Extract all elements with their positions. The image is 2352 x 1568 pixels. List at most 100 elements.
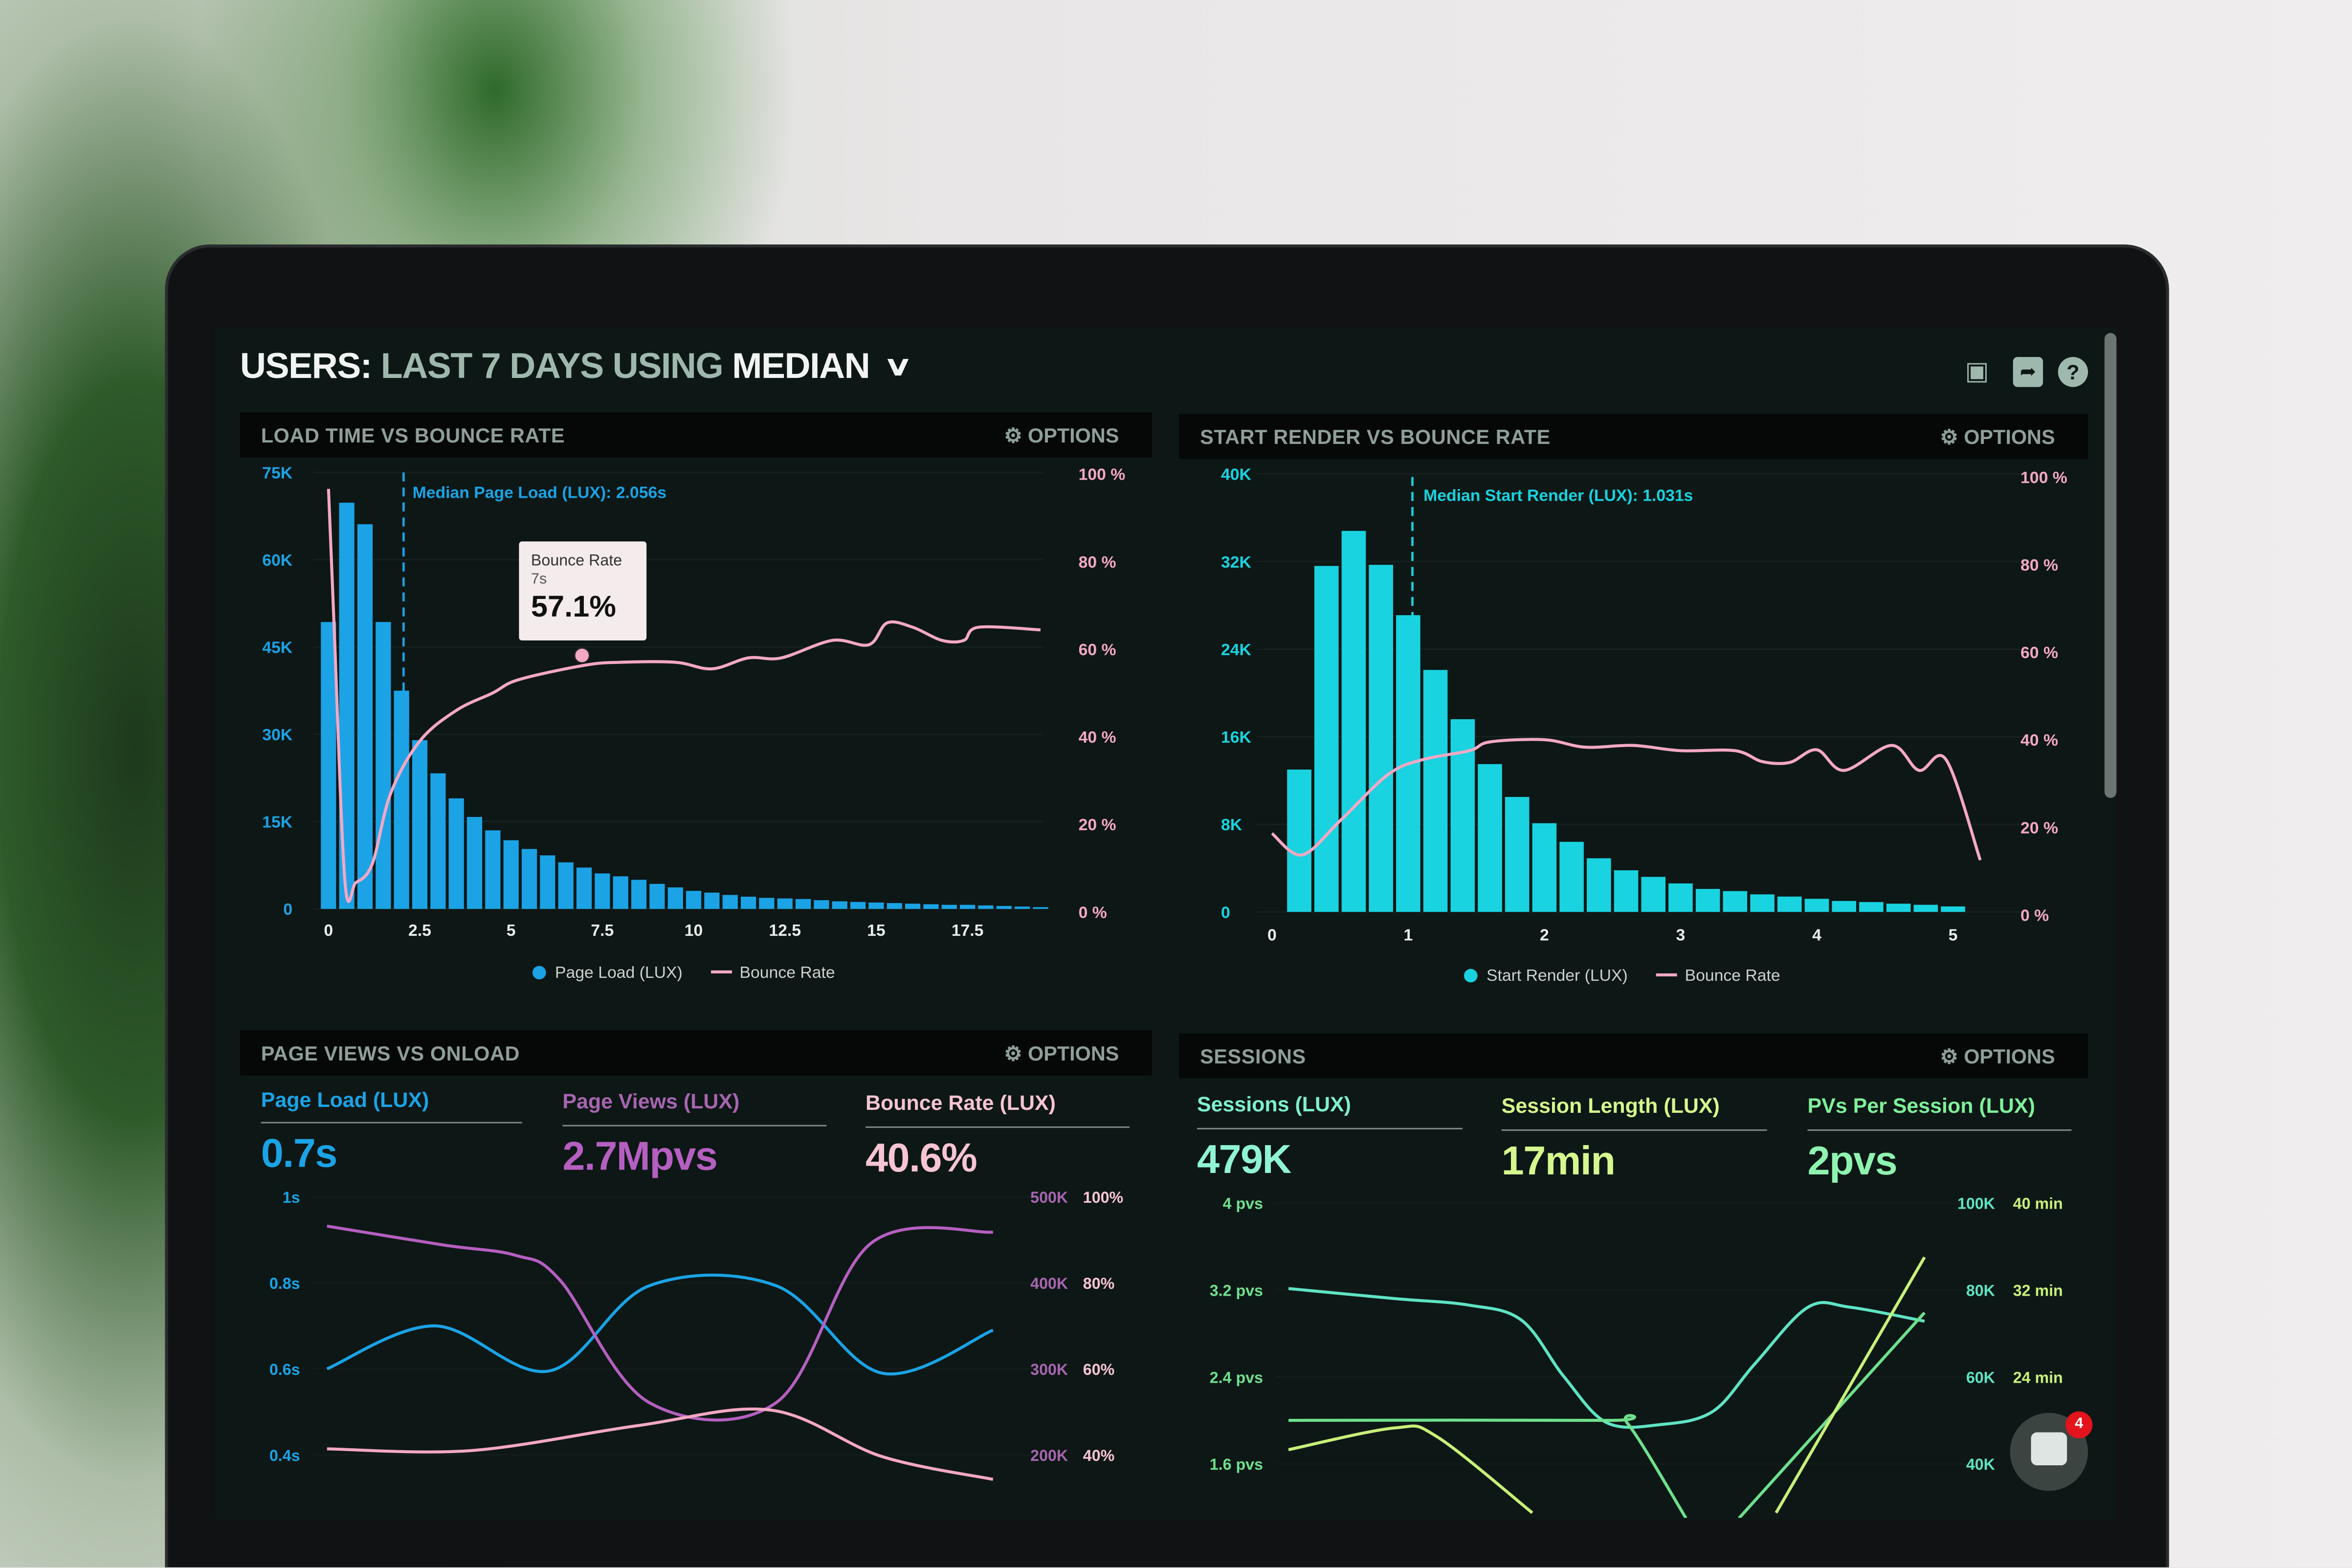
x-tick-label: 7.5 xyxy=(591,921,614,940)
histogram-bar xyxy=(740,896,756,909)
page-title-dropdown[interactable]: USERS: LAST 7 DAYS USING MEDIAN ∨ xyxy=(240,346,913,389)
bounce-rate-line xyxy=(1271,738,1982,861)
options-label: OPTIONS xyxy=(1028,1042,1119,1065)
legend-item[interactable]: Bounce Rate xyxy=(1685,967,1780,986)
y-tick-label: 0.4s xyxy=(269,1447,300,1464)
y-tick-label: 75K xyxy=(262,464,293,483)
legend-item[interactable]: Bounce Rate xyxy=(739,964,835,983)
y-tick-label: 45K xyxy=(262,639,293,657)
median-page-load-label: Median Page Load (LUX): 2.056s xyxy=(412,484,667,503)
histogram-bar xyxy=(1587,858,1611,912)
gear-icon: ⚙ xyxy=(1940,426,1958,449)
y-tick-label: 16K xyxy=(1221,728,1252,747)
histogram-bar xyxy=(1478,764,1502,912)
x-tick-label: 3 xyxy=(1676,926,1686,944)
kpi-label: Session Length (LUX) xyxy=(1501,1093,1720,1118)
histogram-bar xyxy=(814,900,829,909)
panel-title: START RENDER VS BOUNCE RATE xyxy=(1200,426,1551,449)
histogram-bar xyxy=(1341,530,1366,912)
kpi-label: PVs Per Session (LUX) xyxy=(1807,1093,2035,1118)
kpi-value: 0.7s xyxy=(261,1130,338,1176)
x-tick-label: 2 xyxy=(1540,926,1549,944)
kpi-label: Sessions (LUX) xyxy=(1197,1092,1351,1116)
histogram-bar xyxy=(1859,902,1884,912)
y3-tick-label: 40 min xyxy=(2013,1194,2063,1212)
histogram-bar xyxy=(576,867,592,909)
y-tick-label: 0.6s xyxy=(269,1361,300,1378)
histogram-bar xyxy=(394,690,409,909)
panel-title: PAGE VIEWS VS ONLOAD xyxy=(261,1042,520,1065)
kpi-value: 2pvs xyxy=(1807,1138,1897,1184)
histogram-bar xyxy=(1941,906,1965,912)
options-label: OPTIONS xyxy=(1964,426,2055,449)
y2-tick-label: 60 % xyxy=(1079,640,1116,659)
options-button[interactable]: ⚙ OPTIONS xyxy=(1940,1045,2055,1069)
help-icon[interactable]: ? xyxy=(2058,357,2088,387)
title-using: USING xyxy=(612,346,724,387)
share-icon[interactable]: ➦ xyxy=(2013,357,2043,387)
legend-swatch xyxy=(1656,973,1678,977)
x-tick-label: 5 xyxy=(1949,926,1958,944)
x-tick-label: 5 xyxy=(507,921,516,940)
series-line xyxy=(1288,1287,1925,1429)
options-button[interactable]: ⚙ OPTIONS xyxy=(1004,1042,1119,1066)
histogram-bar xyxy=(686,891,702,909)
divider xyxy=(1807,1129,2072,1131)
kpi-label: Page Load (LUX) xyxy=(261,1087,429,1112)
chat-button[interactable] xyxy=(2010,1413,2088,1491)
gear-icon: ⚙ xyxy=(1004,1042,1022,1065)
histogram-bar xyxy=(1614,870,1639,912)
histogram-bar xyxy=(1723,891,1748,912)
histogram-bar xyxy=(1423,670,1448,912)
histogram-bar xyxy=(777,898,793,909)
y-tick-label: 30K xyxy=(262,726,293,744)
y-tick-label: 0.8s xyxy=(269,1275,300,1292)
histogram-bar xyxy=(1804,899,1829,912)
divider xyxy=(562,1125,827,1126)
histogram-bar xyxy=(357,524,373,909)
y2-tick-label: 100 % xyxy=(1079,465,1126,484)
y2-tick-label: 400K xyxy=(1030,1275,1068,1292)
panel-title: LOAD TIME VS BOUNCE RATE xyxy=(261,424,565,447)
legend-item[interactable]: Page Load (LUX) xyxy=(555,964,683,983)
legend-item[interactable]: Start Render (LUX) xyxy=(1486,967,1628,986)
legend-swatch xyxy=(711,970,732,973)
y2-tick-label: 200K xyxy=(1030,1447,1068,1464)
options-label: OPTIONS xyxy=(1964,1045,2055,1068)
histogram-bar xyxy=(540,855,555,909)
line-series-group xyxy=(326,1224,994,1481)
histogram-bar xyxy=(996,906,1012,909)
scrollbar[interactable] xyxy=(2104,333,2117,798)
chevron-down-icon[interactable]: ∨ xyxy=(883,351,913,381)
histogram-bar xyxy=(1559,841,1584,912)
tooltip-value: 57.1% xyxy=(531,591,616,624)
kpi-value: 479K xyxy=(1197,1137,1291,1182)
monitor-icon[interactable]: ▣ xyxy=(1965,357,1989,386)
title-median: MEDIAN xyxy=(732,346,870,387)
histogram-bar xyxy=(1505,796,1530,912)
series-line xyxy=(327,1407,994,1481)
series-line xyxy=(1288,1414,1687,1518)
options-button[interactable]: ⚙ OPTIONS xyxy=(1940,426,2055,450)
legend-swatch xyxy=(532,966,546,980)
histogram-bar xyxy=(1641,877,1666,912)
histogram-bar xyxy=(795,899,811,909)
histogram-bar xyxy=(923,904,939,909)
y3-tick-label: 24 min xyxy=(2013,1369,2063,1386)
options-button[interactable]: ⚙ OPTIONS xyxy=(1004,424,1119,448)
legend-swatch xyxy=(1464,969,1478,983)
gear-icon: ⚙ xyxy=(1940,1045,1958,1068)
title-users: USERS: xyxy=(240,346,373,387)
histogram-bar xyxy=(868,902,884,909)
y-tick-label: 2.4 pvs xyxy=(1210,1369,1263,1386)
series-line xyxy=(326,1273,994,1376)
series-line xyxy=(1775,1256,1926,1514)
y-tick-label: 60K xyxy=(262,551,293,570)
panel-title: SESSIONS xyxy=(1200,1045,1306,1068)
bounce-rate-tooltip: Bounce Rate 7s 57.1% xyxy=(519,541,647,640)
y-tick-label: 15K xyxy=(262,813,293,832)
y3-tick-label: 60% xyxy=(1083,1361,1114,1378)
y-tick-label: 0 xyxy=(1221,903,1230,922)
